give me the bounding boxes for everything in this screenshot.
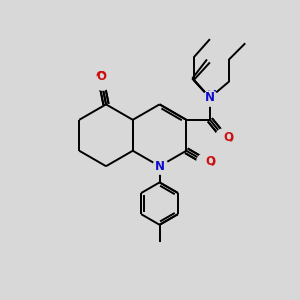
Text: N: N <box>205 91 215 103</box>
Text: N: N <box>156 161 166 174</box>
Text: O: O <box>224 131 233 144</box>
Text: N: N <box>155 160 165 173</box>
Text: O: O <box>205 156 215 169</box>
Text: N: N <box>207 89 217 102</box>
Text: O: O <box>97 70 106 83</box>
Text: O: O <box>95 70 105 83</box>
Text: O: O <box>205 154 215 167</box>
Text: O: O <box>224 132 233 145</box>
